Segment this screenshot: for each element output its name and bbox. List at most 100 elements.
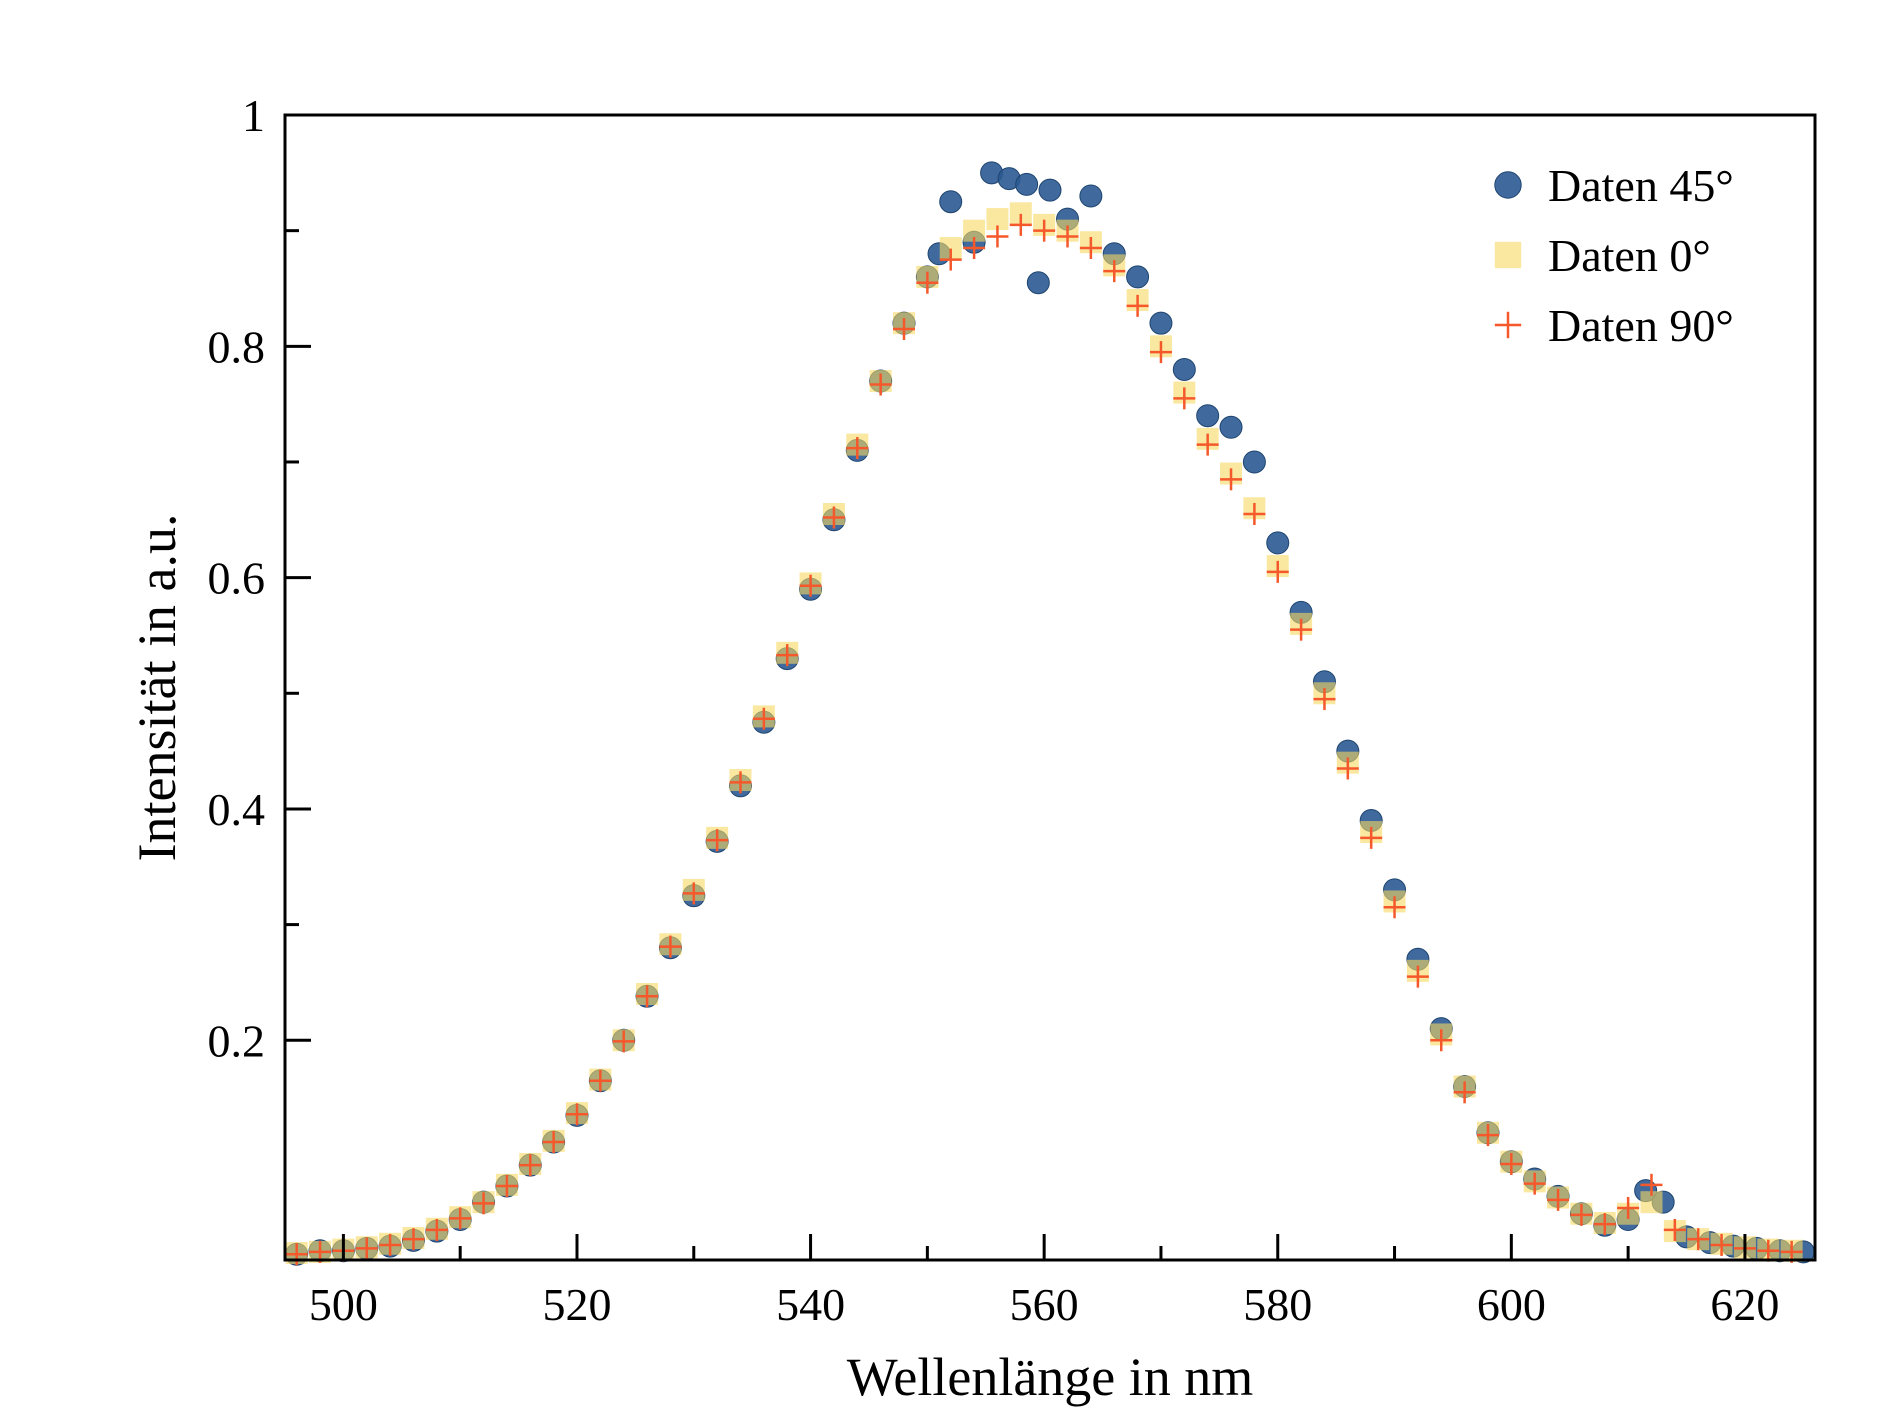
data-point-90 bbox=[1570, 1203, 1593, 1226]
data-point-90 bbox=[379, 1233, 402, 1256]
data-point-45 bbox=[1038, 178, 1062, 202]
data-point-90 bbox=[659, 935, 682, 958]
data-point-90 bbox=[1126, 294, 1149, 317]
data-point-90 bbox=[1640, 1173, 1663, 1196]
legend-label: Daten 0° bbox=[1548, 230, 1711, 281]
legend-label: Daten 45° bbox=[1548, 160, 1734, 211]
data-point-90 bbox=[1383, 896, 1406, 919]
data-point-90 bbox=[682, 882, 705, 905]
data-point-90 bbox=[1687, 1228, 1710, 1251]
data-point-90 bbox=[869, 373, 892, 396]
data-point-90 bbox=[1313, 688, 1336, 711]
data-point-45 bbox=[1242, 450, 1266, 474]
x-tick-label: 620 bbox=[1710, 1279, 1779, 1330]
data-point-0 bbox=[1494, 241, 1522, 269]
x-tick-label: 560 bbox=[1010, 1279, 1079, 1330]
data-point-0 bbox=[939, 237, 962, 260]
data-point-90 bbox=[1617, 1196, 1640, 1219]
data-point-90 bbox=[1757, 1239, 1780, 1262]
data-point-90 bbox=[1547, 1188, 1570, 1211]
data-point-90 bbox=[1494, 311, 1522, 339]
data-point-90 bbox=[1663, 1218, 1686, 1241]
y-tick-label: 0.8 bbox=[208, 321, 266, 372]
data-point-45 bbox=[1219, 415, 1243, 439]
data-point-90 bbox=[519, 1154, 542, 1177]
data-point-90 bbox=[449, 1207, 472, 1230]
data-point-90 bbox=[1523, 1172, 1546, 1195]
data-point-90 bbox=[1453, 1081, 1476, 1104]
series-plus bbox=[285, 213, 1803, 1266]
data-point-90 bbox=[1430, 1029, 1453, 1052]
data-point-90 bbox=[1009, 213, 1032, 236]
data-point-90 bbox=[1290, 618, 1313, 641]
x-tick-label: 540 bbox=[776, 1279, 845, 1330]
legend-label: Daten 90° bbox=[1548, 300, 1734, 351]
data-point-90 bbox=[1266, 560, 1289, 583]
data-point-90 bbox=[1360, 826, 1383, 849]
data-point-90 bbox=[1196, 433, 1219, 456]
data-point-90 bbox=[1710, 1233, 1733, 1256]
data-point-90 bbox=[636, 985, 659, 1008]
y-tick-label: 1 bbox=[242, 90, 265, 141]
data-point-90 bbox=[752, 707, 775, 730]
data-point-90 bbox=[893, 317, 916, 340]
data-point-90 bbox=[846, 437, 869, 460]
data-point-90 bbox=[1079, 237, 1102, 260]
data-point-45 bbox=[1494, 171, 1522, 199]
x-tick-label: 520 bbox=[542, 1279, 611, 1330]
y-axis-label: Intensität in a.u. bbox=[127, 514, 187, 862]
plot-frame bbox=[283, 113, 1817, 1262]
data-point-90 bbox=[706, 829, 729, 852]
data-point-90 bbox=[495, 1174, 518, 1197]
data-point-0 bbox=[1640, 1191, 1663, 1214]
data-point-0 bbox=[986, 208, 1009, 231]
data-point-90 bbox=[1149, 341, 1172, 364]
data-point-45 bbox=[1149, 311, 1173, 335]
data-point-90 bbox=[1336, 757, 1359, 780]
data-point-0 bbox=[1009, 202, 1032, 225]
data-point-90 bbox=[612, 1030, 635, 1053]
data-point-90 bbox=[542, 1131, 565, 1154]
data-point-90 bbox=[799, 574, 822, 597]
data-point-90 bbox=[1500, 1153, 1523, 1176]
x-axis-label: Wellenlänge in nm bbox=[847, 1347, 1254, 1407]
data-point-90 bbox=[1593, 1213, 1616, 1236]
data-point-45 bbox=[939, 190, 963, 214]
data-point-45 bbox=[1196, 404, 1220, 428]
data-point-45 bbox=[1015, 172, 1039, 196]
series-square bbox=[285, 202, 1803, 1265]
y-tick-label: 0.6 bbox=[208, 553, 266, 604]
data-point-90 bbox=[822, 506, 845, 529]
data-point-90 bbox=[589, 1069, 612, 1092]
data-point-90 bbox=[1406, 965, 1429, 988]
data-point-90 bbox=[1220, 468, 1243, 491]
data-point-90 bbox=[963, 237, 986, 260]
x-tick-label: 500 bbox=[309, 1279, 378, 1330]
data-point-90 bbox=[355, 1237, 378, 1260]
y-tick-label: 0.4 bbox=[208, 784, 266, 835]
data-point-45 bbox=[1126, 265, 1150, 289]
data-point-90 bbox=[729, 771, 752, 794]
data-point-90 bbox=[1173, 387, 1196, 410]
data-point-90 bbox=[939, 248, 962, 271]
data-point-90 bbox=[916, 271, 939, 294]
legend: Daten 45° Daten 0° Daten 90° bbox=[1494, 160, 1734, 351]
data-point-90 bbox=[285, 1243, 308, 1266]
axes-layer: 500 520 540 560 580 600 620 0.2 0.4 0.6 0.8 1 bbox=[208, 90, 1780, 1330]
data-point-90 bbox=[1476, 1124, 1499, 1147]
data-point-90 bbox=[1243, 503, 1266, 526]
data-point-90 bbox=[1103, 260, 1126, 283]
data-point-90 bbox=[402, 1228, 425, 1251]
data-point-0 bbox=[963, 219, 986, 242]
data-point-45 bbox=[1079, 184, 1103, 208]
x-tick-label: 600 bbox=[1477, 1279, 1546, 1330]
data-point-90 bbox=[986, 225, 1009, 248]
data-point-90 bbox=[472, 1192, 495, 1215]
data-point-45 bbox=[1172, 357, 1196, 381]
data-point-90 bbox=[1033, 219, 1056, 242]
data-point-90 bbox=[565, 1103, 588, 1126]
data-point-45 bbox=[1026, 271, 1050, 295]
y-tick-label: 0.2 bbox=[208, 1015, 266, 1066]
data-point-90 bbox=[425, 1218, 448, 1241]
